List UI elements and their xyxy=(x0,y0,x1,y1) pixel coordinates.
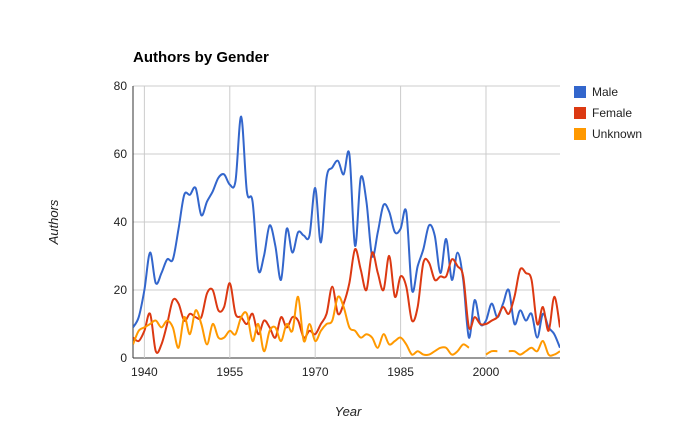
x-tick-label: 1970 xyxy=(302,365,329,379)
legend-swatch-male xyxy=(574,86,586,98)
x-axis-title: Year xyxy=(335,404,362,419)
y-axis-title: Authors xyxy=(46,199,61,245)
chart-title: Authors by Gender xyxy=(133,49,269,66)
legend-swatch-unknown xyxy=(574,128,586,140)
x-tick-label: 2000 xyxy=(473,365,500,379)
x-tick-label: 1955 xyxy=(216,365,243,379)
y-tick-label: 0 xyxy=(120,351,127,365)
legend-label-unknown: Unknown xyxy=(592,127,642,141)
y-tick-label: 20 xyxy=(114,283,128,297)
series-line-female xyxy=(133,248,560,354)
y-tick-label: 80 xyxy=(114,79,128,93)
series-line-unknown xyxy=(485,349,498,356)
legend-label-female: Female xyxy=(592,106,632,120)
x-tick-label: 1940 xyxy=(131,365,158,379)
series-line-unknown xyxy=(133,295,470,357)
y-tick-label: 60 xyxy=(114,147,128,161)
series-line-unknown xyxy=(508,340,560,357)
x-tick-label: 1985 xyxy=(387,365,414,379)
legend-swatch-female xyxy=(574,107,586,119)
legend: Male Female Unknown xyxy=(574,85,642,141)
plot-area: 0 20 40 60 80 1940 1955 1970 1985 2000 xyxy=(114,79,560,379)
legend-label-male: Male xyxy=(592,85,618,99)
y-tick-label: 40 xyxy=(114,215,128,229)
series-line-male xyxy=(133,115,560,349)
